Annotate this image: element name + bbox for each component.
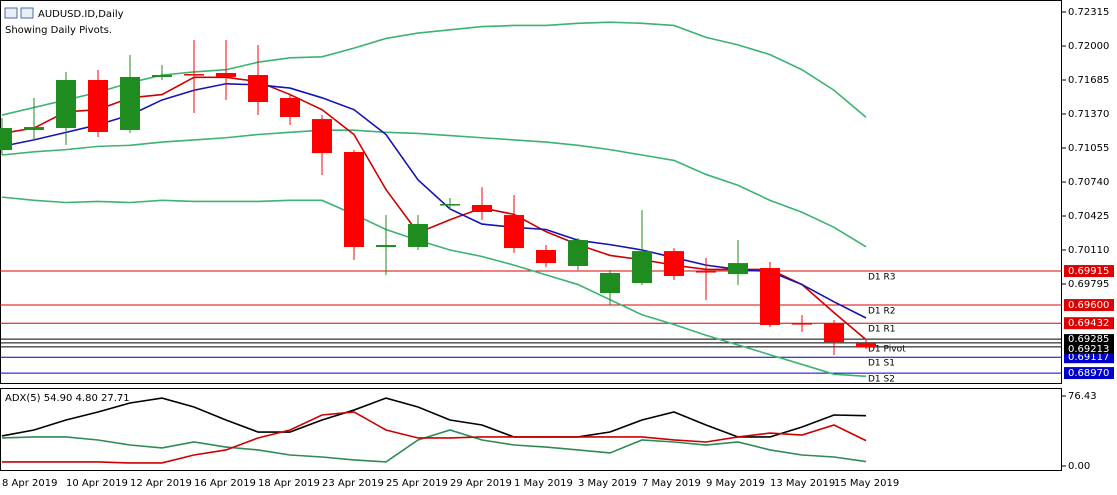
candle-body	[856, 343, 876, 348]
candle-body	[120, 76, 140, 130]
candle-body	[248, 75, 268, 103]
candle-body	[568, 240, 588, 266]
y-tick-label: 0.71370	[1068, 109, 1109, 120]
candle-body	[152, 75, 172, 77]
y-tick-label: 0.72315	[1068, 7, 1109, 18]
candle-body	[696, 271, 716, 273]
pivot-name: D1 R1	[868, 325, 896, 335]
x-tick-label: 16 Apr 2019	[194, 478, 256, 489]
chart-subtitle: Showing Daily Pivots.	[5, 25, 112, 36]
candle-body	[664, 251, 684, 277]
main-panel	[0, 0, 1062, 384]
x-tick-label: 9 May 2019	[706, 478, 765, 489]
price-label: 0.69213	[1068, 344, 1109, 355]
pivot-name: D1 S2	[868, 375, 895, 385]
candle-body	[792, 323, 812, 325]
candle-body	[216, 72, 236, 77]
candle-body	[344, 151, 364, 247]
x-tick-label: 13 May 2019	[770, 478, 835, 489]
y-tick-label: 0.70425	[1068, 211, 1109, 222]
candle-body	[472, 204, 492, 213]
pivot-label: 0.69117	[1068, 352, 1109, 363]
pivot-name: D1 Pivot	[868, 344, 906, 354]
y-tick-label: 0.70740	[1068, 177, 1109, 188]
candle-body	[312, 119, 332, 154]
candle-body	[376, 245, 396, 247]
candle-body	[56, 79, 76, 129]
candle-body	[24, 127, 44, 130]
indicator-line	[1, 82, 867, 319]
indicator-line	[1, 429, 867, 463]
y-tick-label: 0.00	[1068, 461, 1090, 472]
pivot-name: D1 S1	[868, 359, 895, 369]
candle-body	[184, 74, 204, 76]
pivot-label-box	[1064, 299, 1114, 312]
x-tick-label: 10 Apr 2019	[66, 478, 128, 489]
pivot-label: 0.69432	[1068, 318, 1109, 329]
candle-body	[824, 323, 844, 343]
pivot-label-box	[1064, 317, 1114, 330]
y-tick-label: 0.70110	[1068, 245, 1109, 256]
x-tick-label: 8 Apr 2019	[2, 478, 57, 489]
candle-body	[88, 79, 108, 133]
pivot-label: 0.69915	[1068, 266, 1109, 277]
y-tick-label: 0.71055	[1068, 143, 1109, 154]
y-tick-label: 0.71685	[1068, 75, 1109, 86]
candle-body	[504, 215, 524, 249]
indicator-line	[1, 129, 867, 248]
price-label: 0.69285	[1068, 334, 1109, 345]
indicator-line	[1, 76, 867, 341]
adx-panel	[0, 388, 1062, 471]
price-label-box	[1064, 334, 1114, 345]
pivot-label-box	[1064, 351, 1114, 364]
indicator-line	[1, 21, 867, 118]
x-tick-label: 18 Apr 2019	[258, 478, 320, 489]
x-tick-label: 12 Apr 2019	[130, 478, 192, 489]
indicator-line	[2, 411, 867, 464]
x-tick-label: 3 May 2019	[578, 478, 637, 489]
candle-body	[440, 204, 460, 206]
pivot-name: D1 R2	[868, 307, 896, 317]
x-tick-label: 29 Apr 2019	[450, 478, 512, 489]
pivot-label-box	[1064, 367, 1114, 380]
pivot-name: D1 R3	[868, 273, 896, 283]
x-tick-label: 15 May 2019	[834, 478, 899, 489]
pivot-label: 0.69600	[1068, 300, 1109, 311]
candle-body	[600, 273, 620, 294]
candle-body	[0, 128, 12, 151]
y-tick-label: 76.43	[1068, 391, 1097, 402]
pivot-label-box	[1064, 265, 1114, 278]
candle-body	[728, 263, 748, 275]
symbol-icon	[4, 7, 34, 19]
candle-body	[760, 268, 780, 326]
chart-title: AUDUSD.ID,Daily	[38, 9, 124, 20]
indicator-line	[1, 196, 867, 378]
x-tick-label: 1 May 2019	[514, 478, 573, 489]
adx-title: ADX(5) 54.90 4.80 27.71	[5, 393, 130, 404]
candle-body	[280, 98, 300, 118]
y-tick-label: 0.72000	[1068, 41, 1109, 52]
x-tick-label: 25 Apr 2019	[386, 478, 448, 489]
candle-body	[536, 250, 556, 264]
x-tick-label: 7 May 2019	[642, 478, 701, 489]
indicator-line	[1, 397, 867, 438]
price-label-box	[1064, 343, 1114, 354]
candle-body	[632, 251, 652, 284]
pivot-label: 0.68970	[1068, 368, 1109, 379]
candle-body	[408, 223, 428, 247]
x-tick-label: 23 Apr 2019	[322, 478, 384, 489]
y-tick-label: 0.69795	[1068, 279, 1109, 290]
